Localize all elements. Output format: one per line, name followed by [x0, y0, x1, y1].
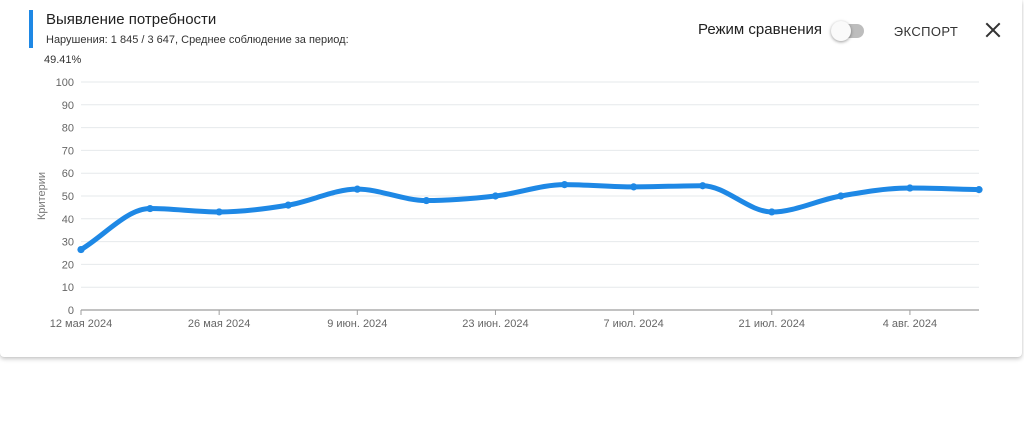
data-point: [768, 208, 776, 216]
title-accent-bar: [29, 10, 33, 48]
average-compliance-value: 49.41%: [44, 54, 82, 66]
series-line: [78, 182, 982, 253]
y-tick-label: 90: [62, 100, 74, 112]
compare-mode-label: Режим сравнения: [698, 21, 822, 38]
data-point: [77, 245, 85, 254]
y-tick-label: 80: [62, 123, 74, 135]
data-point: [699, 182, 707, 190]
y-axis-title: Критерии: [36, 172, 48, 220]
data-point: [560, 181, 569, 189]
data-point: [837, 192, 845, 200]
data-point: [422, 196, 430, 205]
y-tick-label: 10: [62, 282, 74, 294]
x-tick-label: 7 июл. 2024: [603, 318, 663, 330]
chart-title: Выявление потребности: [46, 11, 217, 28]
data-point: [630, 183, 638, 191]
data-point: [215, 208, 223, 216]
data-point: [491, 192, 500, 200]
chart-subtitle: Нарушения: 1 845 / 3 647, Среднее соблюд…: [46, 34, 349, 46]
y-tick-label: 60: [62, 168, 74, 180]
toggle-thumb: [831, 21, 851, 41]
data-point: [353, 185, 361, 193]
data-point: [146, 204, 154, 213]
y-tick-label: 0: [68, 305, 74, 317]
export-button[interactable]: ЭКСПОРТ: [893, 23, 959, 39]
x-tick-label: 12 мая 2024: [50, 318, 112, 330]
close-icon: [985, 22, 1001, 38]
chart-card: Выявление потребности Нарушения: 1 845 /…: [29, 10, 1003, 330]
compare-mode-toggle[interactable]: [831, 21, 864, 41]
x-tick-label: 9 июн. 2024: [327, 318, 387, 330]
data-point: [284, 201, 292, 209]
line-chart: 0 10 20 30 40 50 60 70 80 90 100 12 мая 2024 26 мая …: [36, 77, 983, 330]
x-tick-label: 23 июн. 2024: [462, 318, 528, 330]
x-tick-label: 4 авг. 2024: [883, 318, 937, 330]
data-point: [975, 186, 983, 194]
y-tick-label: 30: [62, 237, 74, 249]
data-point: [906, 184, 914, 192]
y-tick-label: 20: [62, 259, 74, 271]
y-tick-label: 50: [62, 191, 74, 203]
y-tick-label: 70: [62, 145, 74, 157]
y-tick-label: 100: [56, 77, 74, 89]
x-tick-label: 26 мая 2024: [188, 318, 250, 330]
y-tick-label: 40: [62, 214, 74, 226]
x-tick-label: 21 июл. 2024: [739, 318, 805, 330]
close-button[interactable]: [983, 20, 1003, 40]
